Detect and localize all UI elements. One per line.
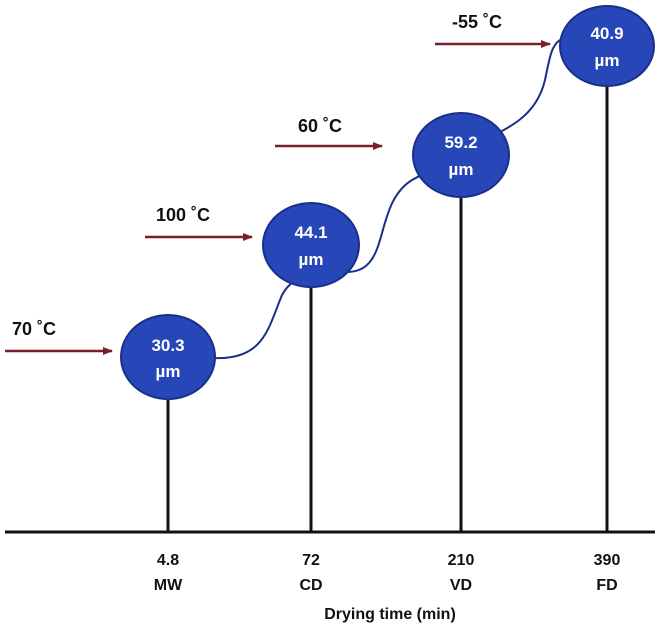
tick-time-fd: 390 <box>594 552 621 569</box>
temperature-label-mw: 70 ˚C <box>12 319 56 339</box>
size-bubble-vd: 59.2 µm <box>412 112 510 198</box>
size-bubble-fd: 40.9 µm <box>559 5 655 87</box>
axis-title: Drying time (min) <box>324 606 456 623</box>
tick-method-mw: MW <box>154 577 183 594</box>
bubble-size-value: 40.9 <box>590 24 623 43</box>
connector-curve <box>213 39 561 360</box>
size-bubble-cd: 44.1 µm <box>262 202 360 288</box>
tick-method-vd: VD <box>450 577 472 594</box>
bubble-size-unit: µm <box>595 51 620 70</box>
bubble-size-value: 59.2 <box>444 133 477 152</box>
size-bubble-mw: 30.3 µm <box>120 314 216 400</box>
bubble-size-value: 44.1 <box>294 223 327 242</box>
tick-method-cd: CD <box>299 577 322 594</box>
bubble-size-unit: µm <box>156 362 181 381</box>
tick-method-fd: FD <box>596 577 617 594</box>
tick-time-vd: 210 <box>448 552 475 569</box>
temperature-label-vd: 60 ˚C <box>298 116 342 136</box>
temperature-label-fd: -55 ˚C <box>452 12 502 32</box>
bubble-size-unit: µm <box>449 160 474 179</box>
tick-time-cd: 72 <box>302 552 320 569</box>
tick-time-mw: 4.8 <box>157 552 179 569</box>
temperature-label-cd: 100 ˚C <box>156 205 210 225</box>
bubble-size-unit: µm <box>299 250 324 269</box>
bubble-size-value: 30.3 <box>151 336 184 355</box>
